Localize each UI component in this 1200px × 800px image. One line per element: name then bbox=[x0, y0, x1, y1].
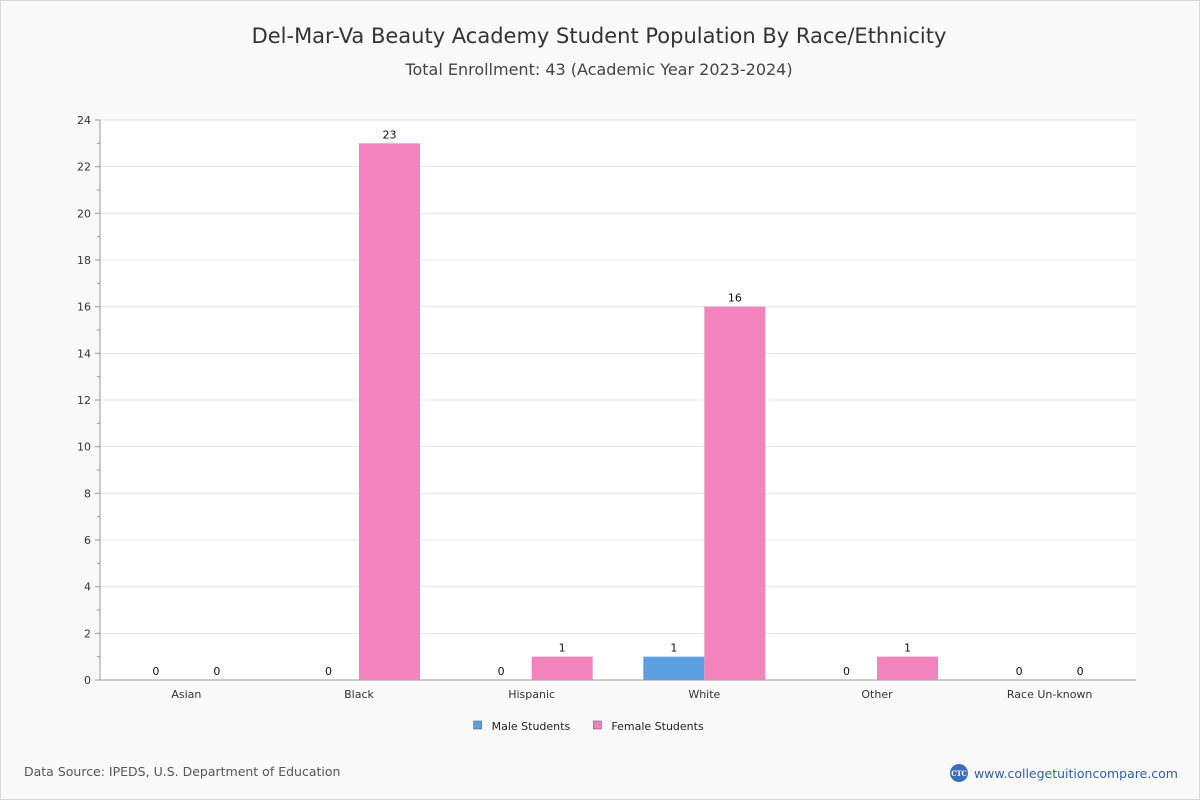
data-label: 1 bbox=[559, 642, 566, 655]
data-label: 1 bbox=[670, 642, 677, 655]
x-tick-label: White bbox=[688, 688, 720, 701]
data-label: 0 bbox=[1016, 665, 1023, 678]
x-tick-label: Hispanic bbox=[508, 688, 555, 701]
y-tick-label: 20 bbox=[77, 207, 91, 220]
bar-female-white bbox=[704, 306, 766, 680]
legend-swatch bbox=[593, 720, 602, 730]
brand-link[interactable]: CTC www.collegetuitioncompare.com bbox=[949, 764, 1178, 782]
data-label: 23 bbox=[383, 128, 397, 141]
bar-female-black bbox=[359, 143, 420, 681]
y-tick-label: 10 bbox=[77, 441, 91, 454]
data-label: 0 bbox=[213, 665, 220, 678]
data-label: 0 bbox=[498, 665, 505, 678]
data-label: 0 bbox=[152, 665, 159, 678]
data-source-note: Data Source: IPEDS, U.S. Department of E… bbox=[24, 764, 341, 779]
brand-url[interactable]: www.collegetuitioncompare.com bbox=[973, 765, 1178, 781]
bar-female-hispanic bbox=[531, 656, 593, 680]
bar-male-white bbox=[643, 656, 705, 680]
y-tick-label: 12 bbox=[77, 394, 91, 407]
chart-title: Del-Mar-Va Beauty Academy Student Popula… bbox=[251, 24, 947, 48]
data-label: 0 bbox=[1077, 665, 1084, 678]
brand-logo-icon: CTC bbox=[949, 764, 968, 782]
data-label: 0 bbox=[843, 665, 850, 678]
y-tick-label: 16 bbox=[77, 301, 91, 314]
y-tick-label: 6 bbox=[84, 534, 91, 547]
y-tick-label: 24 bbox=[77, 114, 91, 127]
y-tick-label: 4 bbox=[84, 581, 91, 594]
x-tick-label: Black bbox=[344, 688, 374, 701]
data-label: 1 bbox=[904, 642, 911, 655]
x-tick-label: Other bbox=[861, 688, 893, 701]
bar-female-other bbox=[877, 656, 938, 680]
y-tick-label: 0 bbox=[84, 674, 91, 687]
legend-swatch bbox=[473, 720, 482, 730]
data-label: 16 bbox=[728, 292, 742, 305]
y-tick-label: 18 bbox=[77, 254, 91, 267]
legend-label: Male Students bbox=[492, 720, 571, 733]
x-tick-label: Race Un-known bbox=[1007, 688, 1093, 701]
data-label: 0 bbox=[325, 665, 332, 678]
y-tick-label: 14 bbox=[77, 347, 91, 360]
y-tick-label: 8 bbox=[84, 487, 91, 500]
chart-subtitle: Total Enrollment: 43 (Academic Year 2023… bbox=[405, 60, 793, 79]
y-tick-label: 22 bbox=[77, 161, 91, 174]
y-tick-label: 2 bbox=[84, 627, 91, 640]
legend-label: Female Students bbox=[611, 720, 704, 733]
x-tick-label: Asian bbox=[171, 688, 201, 701]
